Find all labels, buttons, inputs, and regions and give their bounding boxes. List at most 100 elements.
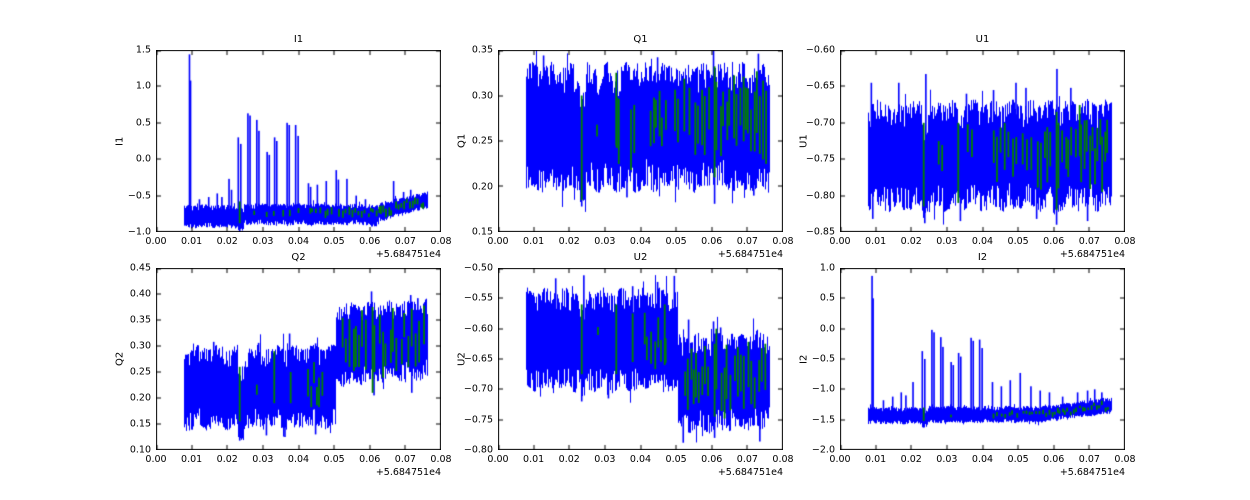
x-tick-label: 0.02 [900, 236, 922, 247]
y-tick-label: 0.30 [129, 340, 151, 352]
y-tick-label: −0.60 [805, 44, 835, 56]
x-tick-label: 0.08 [1114, 236, 1136, 247]
x-tick-label: 0.01 [523, 236, 545, 247]
x-tick-label: 0.01 [181, 454, 203, 465]
plot-area-canvas-u1 [840, 50, 1125, 232]
y-tick-label: −0.50 [463, 262, 493, 274]
x-tick-label: 0.03 [594, 454, 616, 465]
x-tick-label: 0.03 [936, 236, 958, 247]
y-tick-label: 0.45 [129, 262, 151, 274]
x-tick-label: 0.06 [1043, 454, 1065, 465]
y-tick-label: −0.75 [805, 153, 835, 165]
x-tick-label: 0.03 [252, 454, 274, 465]
x-tick-label: 0.00 [487, 236, 509, 247]
y-axis-label: I1 [114, 136, 126, 146]
y-tick-label: −1.5 [811, 414, 835, 426]
x-tick-label: 0.05 [665, 236, 687, 247]
y-tick-label: 0.35 [129, 314, 151, 326]
x-tick-label: 0.02 [900, 454, 922, 465]
x-tick-label: 0.07 [736, 236, 758, 247]
x-tick-label: 0.07 [736, 454, 758, 465]
x-tick-label: 0.07 [1078, 236, 1100, 247]
x-tick-label: 0.07 [1078, 454, 1100, 465]
plot-area-canvas-i2 [840, 268, 1125, 450]
x-tick-label: 0.03 [252, 236, 274, 247]
y-tick-label: −0.70 [463, 383, 493, 395]
x-tick-label: 0.00 [829, 454, 851, 465]
x-tick-label: 0.07 [394, 454, 416, 465]
plot-area-canvas-i1 [156, 50, 441, 232]
y-tick-label: 0.40 [129, 288, 151, 300]
x-tick-label: 0.05 [323, 236, 345, 247]
x-axis-offset-label: +5.684751e4 [375, 249, 441, 260]
x-tick-label: 0.02 [216, 454, 238, 465]
x-tick-label: 0.08 [772, 236, 794, 247]
x-axis-offset-label: +5.684751e4 [375, 467, 441, 478]
y-axis-label: Q1 [456, 133, 468, 149]
x-tick-label: 0.06 [701, 454, 723, 465]
subplot-u2: U2 U2 −0.80 −0.75 −0.70 −0.65 −0.60 −0.55 −0.5… [457, 252, 794, 478]
x-axis-offset-label: +5.684751e4 [717, 467, 783, 478]
x-tick-label: 0.07 [394, 236, 416, 247]
y-tick-label: −0.55 [463, 292, 493, 304]
x-tick-label: 0.04 [287, 236, 310, 247]
y-tick-label: −0.65 [463, 353, 493, 365]
x-tick-label: 0.08 [772, 454, 794, 465]
plot-area-canvas-q2 [156, 268, 441, 450]
y-tick-label: −2.0 [811, 444, 835, 456]
y-axis-label: U2 [456, 352, 468, 366]
x-tick-label: 0.02 [558, 454, 580, 465]
x-tick-label: 0.06 [701, 236, 723, 247]
y-tick-label: −0.5 [127, 190, 151, 202]
y-axis-label: Q2 [114, 351, 126, 367]
y-tick-label: 0.10 [129, 444, 151, 456]
y-tick-label: −0.80 [463, 444, 493, 456]
x-axis-offset-label: +5.684751e4 [717, 249, 783, 260]
x-tick-label: 0.06 [1043, 236, 1065, 247]
plot-area-canvas-q1 [498, 50, 783, 232]
x-tick-label: 0.08 [1114, 454, 1136, 465]
y-tick-label: 0.35 [471, 44, 493, 56]
x-tick-label: 0.05 [665, 454, 687, 465]
x-tick-label: 0.03 [594, 236, 616, 247]
x-tick-label: 0.00 [487, 454, 509, 465]
y-tick-label: 0.20 [471, 181, 493, 192]
x-tick-label: 0.05 [1007, 454, 1029, 465]
x-tick-label: 0.08 [430, 454, 452, 465]
x-tick-label: 0.01 [523, 454, 545, 465]
y-tick-label: 0.5 [819, 292, 835, 304]
y-tick-label: −0.80 [805, 190, 835, 202]
x-tick-label: 0.03 [936, 454, 958, 465]
y-axis-label: I2 [798, 354, 810, 364]
y-tick-label: −0.85 [805, 226, 835, 238]
x-tick-label: 0.02 [216, 236, 238, 247]
x-tick-label: 0.06 [359, 454, 381, 465]
subplot-title: Q2 [291, 252, 306, 263]
y-tick-label: −1.0 [127, 226, 151, 238]
y-tick-label: −1.0 [811, 383, 835, 395]
x-tick-label: 0.04 [971, 236, 994, 247]
y-tick-label: 1.0 [135, 80, 151, 92]
subplot-q1: Q1 Q1 0.15 0.20 0.25 0.30 0.35 0.00 0.01 0.02 0… [457, 34, 794, 260]
subplot-title: Q1 [633, 34, 648, 45]
x-tick-label: 0.04 [629, 454, 652, 465]
x-tick-label: 0.08 [430, 236, 452, 247]
subplot-i2: I2 I2 −2.0 −1.5 −1.0 −0.5 0.0 0.5 1.0 0.00 0.01… [799, 252, 1136, 478]
y-tick-label: 1.5 [135, 44, 151, 56]
x-tick-label: 0.00 [145, 454, 167, 465]
subplot-title: U1 [975, 34, 990, 45]
y-axis-label: U1 [798, 134, 810, 148]
x-tick-label: 0.06 [359, 236, 381, 247]
subplot-title: I1 [293, 34, 304, 45]
x-tick-label: 0.04 [287, 454, 310, 465]
x-tick-label: 0.05 [1007, 236, 1029, 247]
x-tick-label: 0.01 [181, 236, 203, 247]
x-axis-offset-label: +5.684751e4 [1059, 467, 1125, 478]
x-tick-label: 0.04 [971, 454, 994, 465]
x-axis-offset-label: +5.684751e4 [1059, 249, 1125, 260]
x-tick-label: 0.01 [865, 236, 887, 247]
y-tick-label: −0.75 [463, 414, 493, 426]
y-tick-label: 1.0 [819, 262, 835, 274]
y-tick-label: 0.5 [135, 117, 151, 129]
